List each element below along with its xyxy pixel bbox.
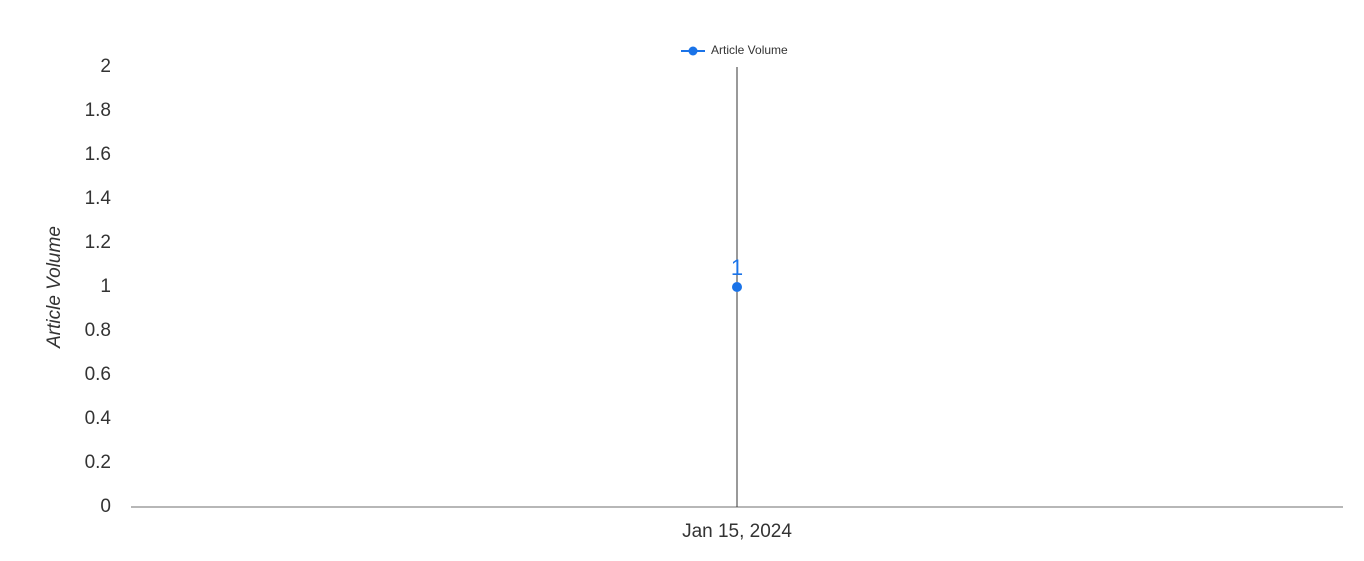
y-tick-label: 0.6 [85, 364, 111, 385]
y-tick-label: 1.6 [85, 144, 111, 165]
x-tick-label: Jan 15, 2024 [682, 521, 792, 542]
legend-swatch-marker [688, 46, 698, 56]
y-tick-label: 2 [100, 56, 111, 77]
y-tick-label: 0 [100, 496, 111, 517]
y-tick-label: 0.4 [85, 408, 112, 429]
y-tick-label: 1.8 [85, 100, 111, 121]
y-tick-label: 0.8 [85, 320, 111, 341]
data-label: 1 [731, 255, 743, 280]
y-axis-title: Article Volume [44, 226, 65, 349]
y-axis-title-group: Article Volume [44, 226, 65, 349]
y-tick-label: 0.2 [85, 452, 111, 473]
y-tick-label: 1.2 [85, 232, 111, 253]
y-axis-ticks: 0 0.2 0.4 0.6 0.8 1 1.2 1.4 1.6 1.8 2 [85, 56, 112, 517]
series-layer: 1 [731, 255, 743, 292]
y-tick-label: 1 [100, 276, 111, 297]
x-axis: Jan 15, 2024 [131, 67, 1343, 542]
y-tick-label: 1.4 [85, 188, 112, 209]
legend-label: Article Volume [711, 43, 788, 57]
data-point[interactable] [732, 282, 742, 292]
legend[interactable]: Article Volume [681, 43, 788, 57]
